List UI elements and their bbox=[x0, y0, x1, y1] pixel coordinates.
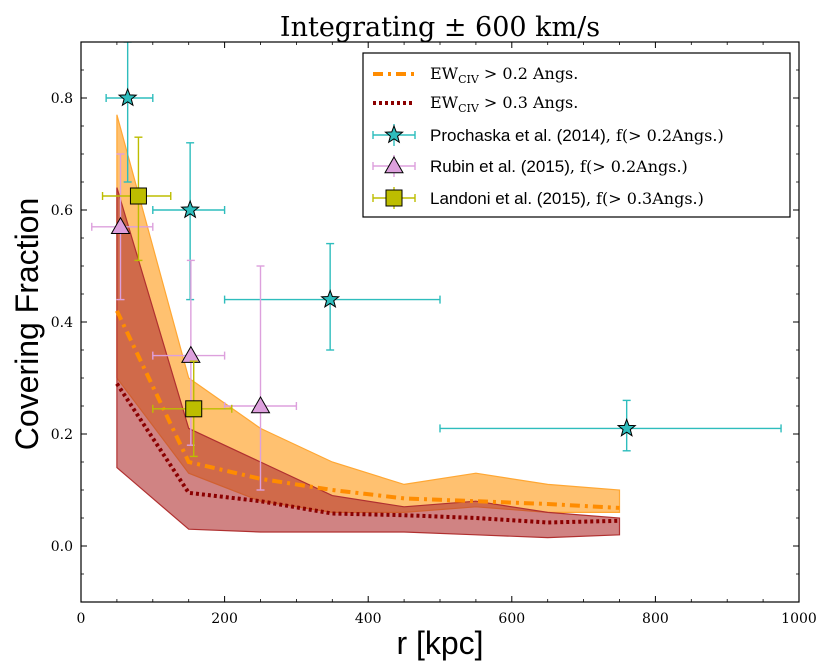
y-tick-label: 0.8 bbox=[51, 91, 73, 107]
data-point bbox=[320, 289, 341, 309]
data-point bbox=[129, 187, 147, 205]
y-tick-label: 0.4 bbox=[51, 315, 73, 331]
y-tick-label: 0.0 bbox=[51, 539, 73, 555]
series-line-0 bbox=[115, 309, 620, 510]
legend-entry-1: EWCIV > 0.3 Angs. bbox=[373, 93, 578, 115]
legend-box bbox=[362, 52, 791, 218]
plot-clip-group bbox=[91, 42, 782, 539]
x-axis-label: r [kpc] bbox=[396, 625, 483, 661]
data-point bbox=[117, 87, 138, 107]
legend-marker-square bbox=[385, 189, 403, 207]
band-1 bbox=[116, 187, 621, 539]
plot-area bbox=[91, 42, 782, 539]
chart-title: Integrating ± 600 km/s bbox=[280, 12, 600, 43]
x-tick-label: 800 bbox=[642, 611, 669, 627]
data-point bbox=[180, 345, 201, 363]
x-tick-label: 0 bbox=[77, 611, 86, 627]
axes: 0 200 400 600 800 1000 0.0 0.2 0.4 0.6 0.8 bbox=[51, 41, 817, 627]
y-tick-label: 0.2 bbox=[51, 427, 73, 443]
data-point bbox=[180, 199, 201, 219]
y-axis-label: Covering Fraction bbox=[9, 198, 45, 451]
legend-label: Prochaska et al. (2014), f(> 0.2Angs.) bbox=[430, 126, 724, 145]
legend-entry-4: Landoni et al. (2015), f(> 0.3Angs.) bbox=[372, 187, 704, 209]
legend-marker-star bbox=[384, 124, 404, 144]
data-point bbox=[110, 216, 131, 235]
data-point bbox=[250, 395, 271, 414]
legend-label: EWCIV > 0.3 Angs. bbox=[430, 93, 578, 115]
data-point bbox=[185, 400, 203, 418]
data-point bbox=[616, 417, 637, 437]
x-tick-label: 1000 bbox=[781, 611, 817, 627]
x-tick-label: 200 bbox=[211, 611, 238, 627]
legend: EWCIV > 0.2 Angs. EWCIV > 0.3 Angs. Procha… bbox=[362, 52, 791, 218]
legend-label: Rubin et al. (2015), f(> 0.2Angs.) bbox=[430, 157, 688, 176]
legend-entry-0: EWCIV > 0.2 Angs. bbox=[373, 64, 578, 86]
legend-marker-triangle bbox=[384, 155, 404, 174]
legend-label: EWCIV > 0.2 Angs. bbox=[430, 64, 578, 86]
legend-entry-2: Prochaska et al. (2014), f(> 0.2Angs.) bbox=[372, 124, 724, 146]
y-tick-label: 0.6 bbox=[51, 203, 73, 219]
legend-label: Landoni et al. (2015), f(> 0.3Angs.) bbox=[430, 189, 704, 208]
x-tick-label: 600 bbox=[498, 611, 525, 627]
x-tick-label: 400 bbox=[355, 611, 382, 627]
legend-entry-3: Rubin et al. (2015), f(> 0.2Angs.) bbox=[372, 155, 688, 177]
observation-group-2 bbox=[101, 136, 233, 458]
